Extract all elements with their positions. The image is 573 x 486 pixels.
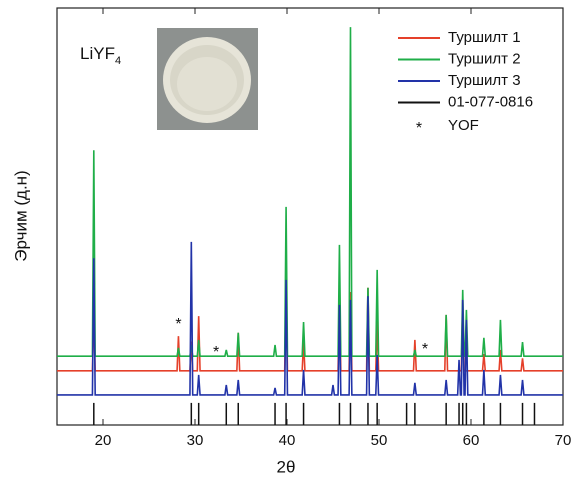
yof-marker: * <box>213 344 219 361</box>
legend-symbol: * <box>416 120 422 137</box>
x-tick-label: 20 <box>95 432 112 449</box>
x-tick-label: 50 <box>371 432 388 449</box>
plot-frame <box>56 7 564 426</box>
yof-marker: * <box>422 341 428 358</box>
legend-label: Туршилт 3 <box>448 72 521 89</box>
inset: LiYF4 <box>80 28 258 130</box>
bowl-base <box>177 57 237 111</box>
y-axis-label: Эрчим (д.н) <box>11 170 30 261</box>
legend-label: Туршилт 2 <box>448 50 521 67</box>
series-line <box>57 279 563 372</box>
series-line <box>57 241 563 396</box>
legend-label: Туршилт 1 <box>448 29 521 46</box>
x-tick-label: 30 <box>187 432 204 449</box>
legend-label: YOF <box>448 117 479 134</box>
inset-label: LiYF4 <box>80 44 121 66</box>
inset-label-subscript: 4 <box>115 55 121 67</box>
inset-label-text: LiYF <box>80 44 115 63</box>
x-tick-label: 40 <box>279 432 296 449</box>
yof-marker: * <box>175 316 181 333</box>
x-tick-label: 70 <box>555 432 572 449</box>
x-tick-label: 60 <box>463 432 480 449</box>
legend-label: 01-077-0816 <box>448 93 533 110</box>
legend: Туршилт 1 Туршилт 2 Туршилт 3 01-077-0816 * Y… <box>398 29 533 137</box>
x-axis-label: 2θ <box>277 457 296 476</box>
